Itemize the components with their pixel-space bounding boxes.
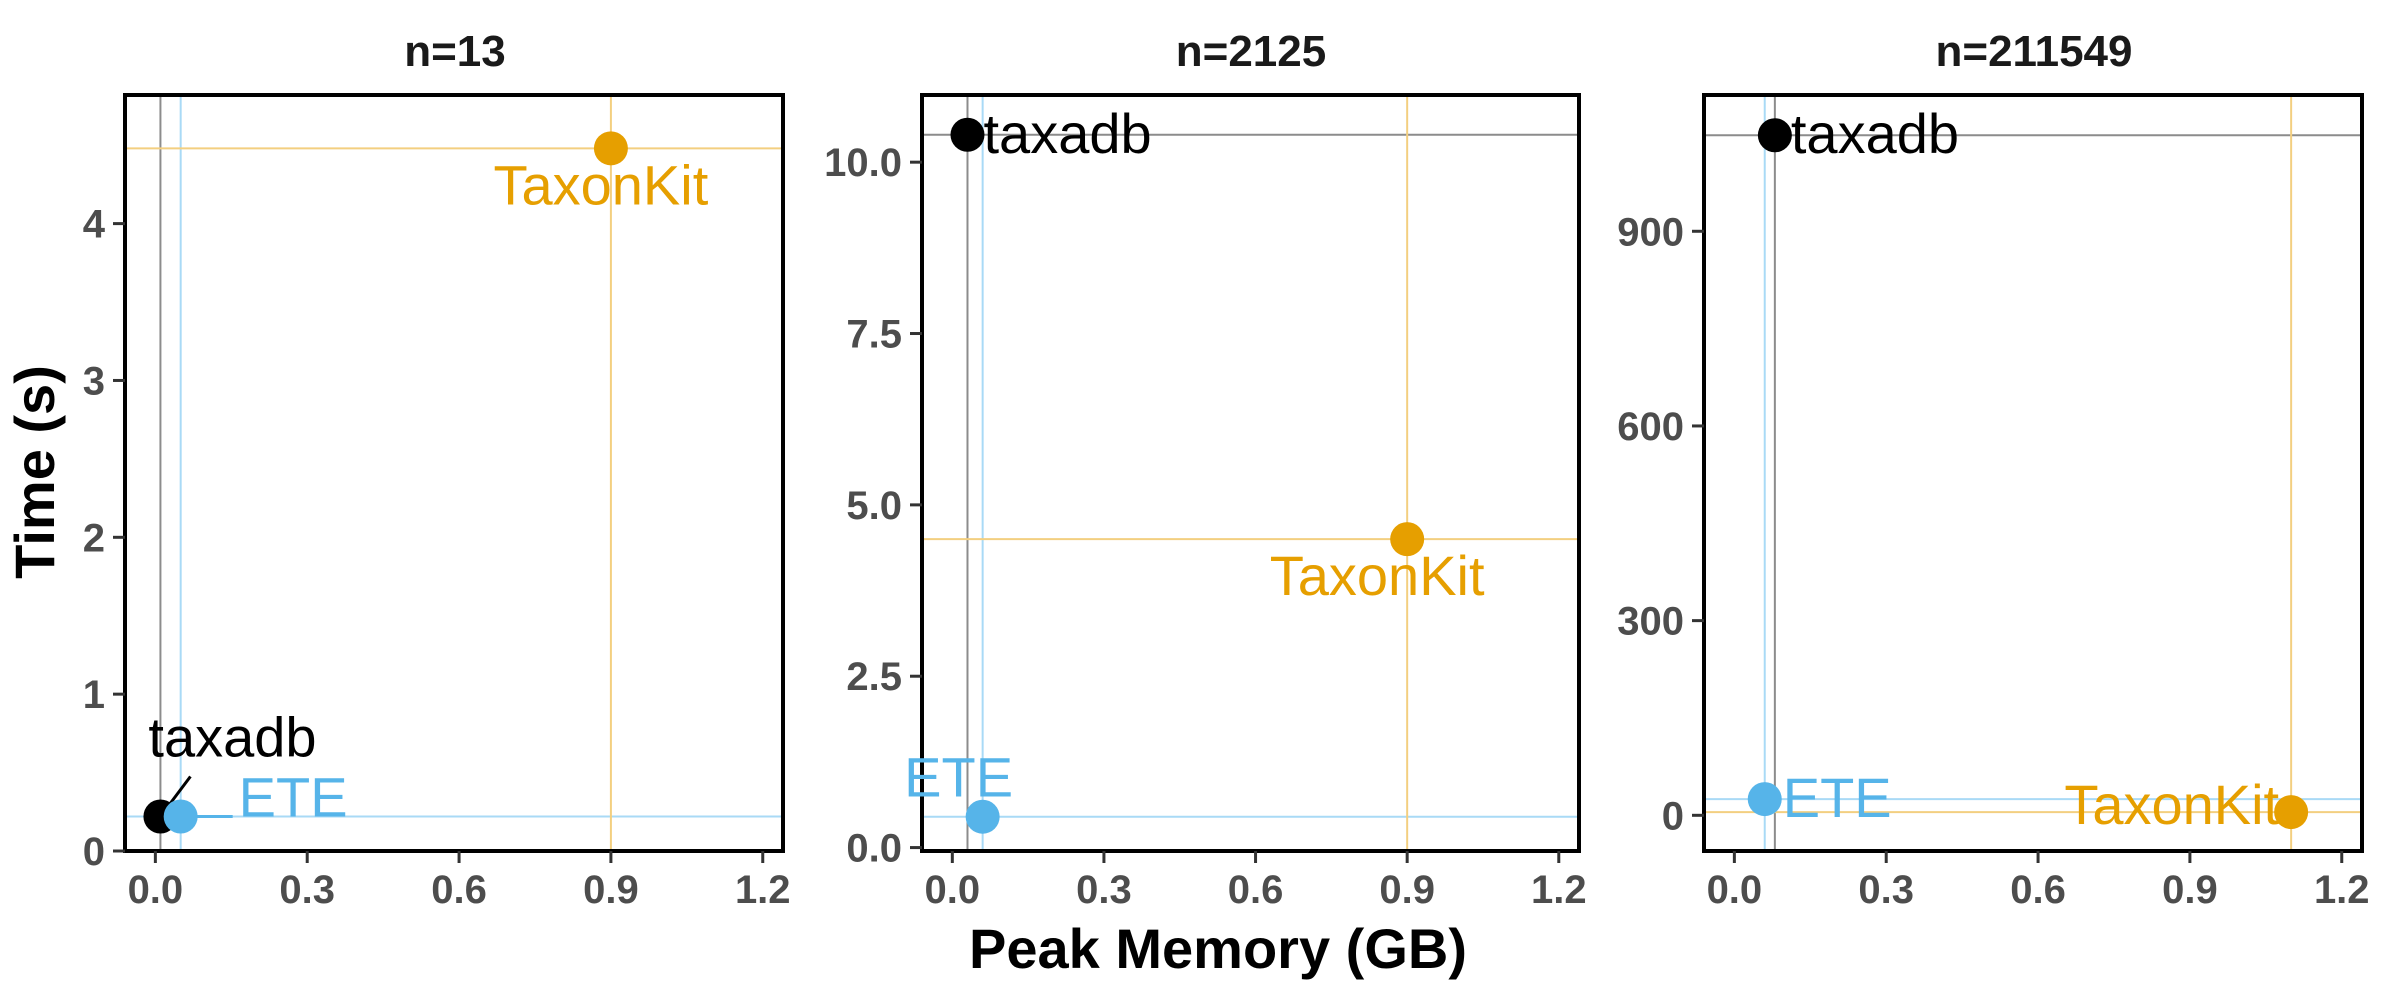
x-tick-label: 1.2	[735, 868, 791, 912]
x-axis-title: Peak Memory (GB)	[969, 917, 1467, 980]
point-taxonkit	[2274, 795, 2309, 830]
point-label-ete: ETE	[239, 765, 348, 828]
y-tick-label: 1	[83, 673, 105, 717]
point-label-taxonkit: TaxonKit	[494, 153, 709, 216]
x-tick-label: 1.2	[1531, 868, 1587, 912]
point-label-ete: ETE	[1783, 766, 1892, 829]
panel-title-3: n=211549	[1936, 27, 2133, 76]
y-tick-label: 2.5	[846, 655, 902, 699]
panel-title-1: n=13	[404, 27, 506, 76]
panel-border	[1702, 93, 2364, 853]
point-ete	[163, 799, 198, 834]
y-tick-label: 0	[83, 830, 105, 874]
point-label-taxonkit: TaxonKit	[2064, 773, 2279, 836]
x-tick-label: 0.0	[925, 868, 981, 912]
x-tick-label: 0.0	[1707, 868, 1763, 912]
point-label-taxadb: taxadb	[983, 102, 1151, 165]
point-ete	[965, 799, 1000, 834]
y-tick-label: 4	[83, 203, 106, 247]
y-tick-label: 300	[1617, 600, 1684, 644]
point-taxadb	[1757, 118, 1792, 153]
x-tick-label: 0.6	[431, 868, 487, 912]
panel-2: n=2125 0.0 0.3 0.6 0.9 1.2 0.0 2.5 5.0 7.5 10.0 ta…	[824, 27, 1586, 912]
x-tick-label: 0.0	[128, 868, 184, 912]
panel-title-2: n=2125	[1176, 27, 1326, 76]
x-tick-label: 1.2	[2314, 868, 2370, 912]
y-tick-label: 0	[1662, 794, 1684, 838]
x-tick-label: 0.6	[1228, 868, 1284, 912]
panel-3-plot: 0.0 0.3 0.6 0.9 1.2 0 300 600 900 taxadb ETE TaxonK…	[1617, 93, 2370, 912]
point-label-ete: ETE	[904, 746, 1013, 809]
x-tick-label: 0.6	[2010, 868, 2066, 912]
panel-2-plot: 0.0 0.3 0.6 0.9 1.2 0.0 2.5 5.0 7.5 10.0 taxadb ETE…	[824, 93, 1587, 912]
y-tick-label: 7.5	[846, 313, 902, 357]
x-tick-label: 0.3	[1076, 868, 1132, 912]
point-taxadb	[950, 117, 985, 152]
y-tick-label: 10.0	[824, 141, 902, 185]
point-taxonkit	[593, 131, 628, 166]
panel-border	[920, 93, 1581, 853]
x-tick-label: 0.3	[279, 868, 335, 912]
y-axis-title: Time (s)	[3, 365, 66, 579]
y-tick-label: 900	[1617, 210, 1684, 254]
y-tick-label: 5.0	[846, 484, 902, 528]
x-tick-label: 0.9	[1379, 868, 1435, 912]
x-tick-label: 0.3	[1858, 868, 1914, 912]
point-label-taxonkit: TaxonKit	[1270, 544, 1485, 607]
point-label-taxadb: taxadb	[1791, 102, 1959, 165]
panel-3: n=211549 0.0 0.3 0.6 0.9 1.2 0 300 600 900 taxadb…	[1617, 27, 2369, 912]
point-taxonkit	[1390, 522, 1425, 557]
y-tick-label: 2	[83, 516, 105, 560]
x-tick-label: 0.9	[2162, 868, 2218, 912]
point-ete	[1747, 782, 1782, 817]
y-tick-label: 600	[1617, 405, 1684, 449]
point-label-taxadb: taxadb	[148, 705, 316, 768]
y-tick-label: 0.0	[846, 827, 902, 871]
panel-border	[123, 93, 785, 853]
x-tick-label: 0.9	[583, 868, 639, 912]
y-tick-label: 3	[83, 359, 105, 403]
